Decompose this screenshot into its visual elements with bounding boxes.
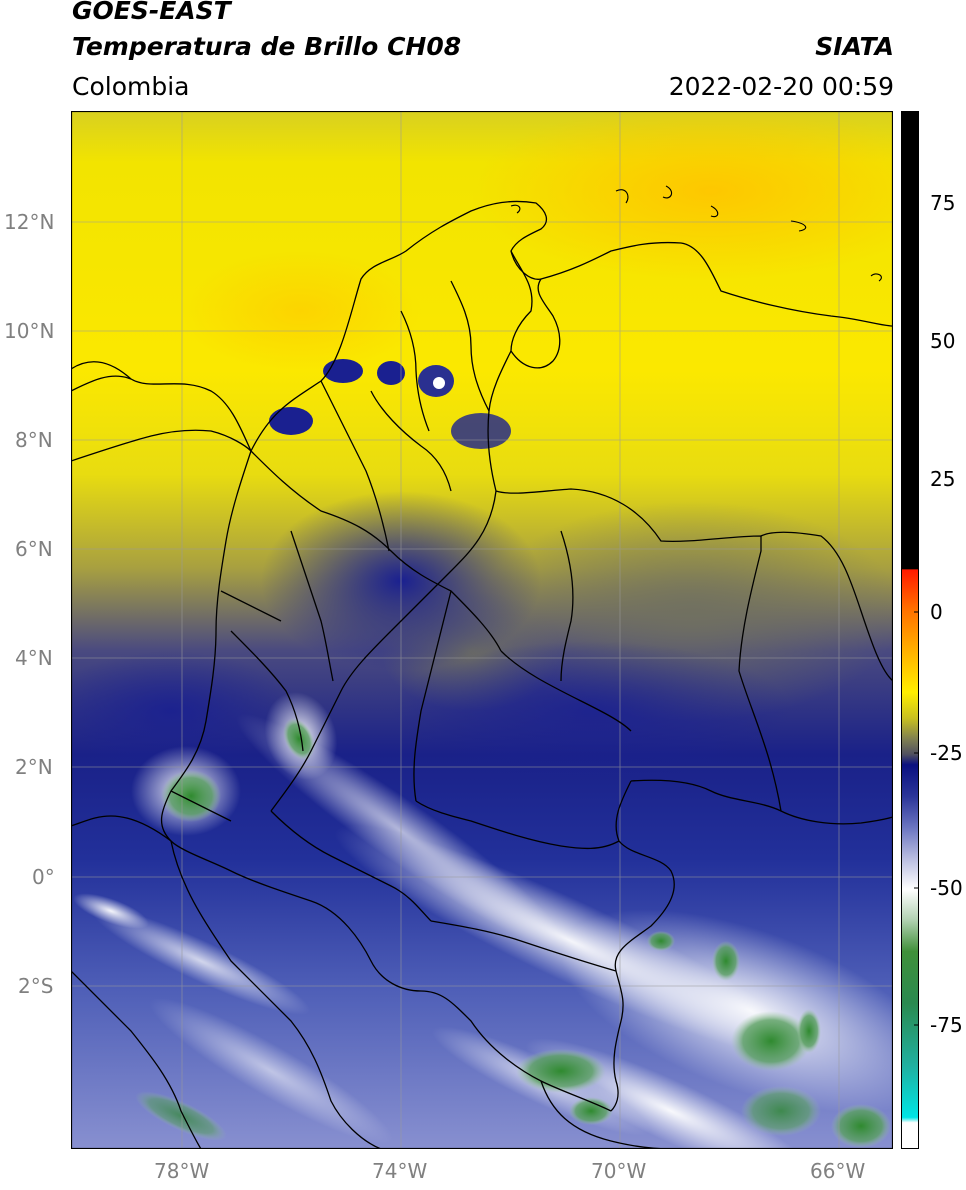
gridlines	[71, 111, 893, 1149]
lat-tick-label: 2°S	[18, 974, 54, 998]
lat-tick-label: 12°N	[4, 210, 55, 234]
lat-tick-label: 0°	[32, 865, 55, 889]
lat-tick-label: 2°N	[15, 755, 53, 779]
lon-tick-label: 74°W	[372, 1159, 428, 1183]
lon-tick-label: 66°W	[810, 1159, 866, 1183]
region-label: Colombia	[72, 72, 190, 101]
colorbar-tick-label: 0	[930, 600, 943, 624]
colorbar-tick-label: 50	[930, 329, 956, 353]
source-label: SIATA	[815, 32, 894, 61]
colorbar-tick-label: -50	[930, 876, 963, 900]
lat-tick-label: 10°N	[4, 319, 55, 343]
boundaries	[71, 200, 893, 1149]
colorbar	[901, 111, 919, 1149]
lat-tick-label: 6°N	[15, 537, 53, 561]
colorbar-tick-label: -25	[930, 741, 963, 765]
satellite-title: GOES-EAST	[72, 0, 231, 25]
colorbar-tick-label: -75	[930, 1013, 963, 1037]
lat-tick-label: 4°N	[15, 646, 53, 670]
warm-area	[471, 111, 893, 281]
colorbar-tick-label: 75	[930, 191, 956, 215]
product-title: Temperatura de Brillo CH08	[72, 32, 462, 61]
lon-tick-label: 70°W	[591, 1159, 647, 1183]
lat-tick-label: 8°N	[15, 428, 53, 452]
lon-tick-label: 78°W	[154, 1159, 210, 1183]
colorbar-tick-label: 25	[930, 467, 956, 491]
datetime-label: 2022-02-20 00:59	[668, 72, 894, 101]
brightness-temperature-map	[71, 111, 893, 1149]
